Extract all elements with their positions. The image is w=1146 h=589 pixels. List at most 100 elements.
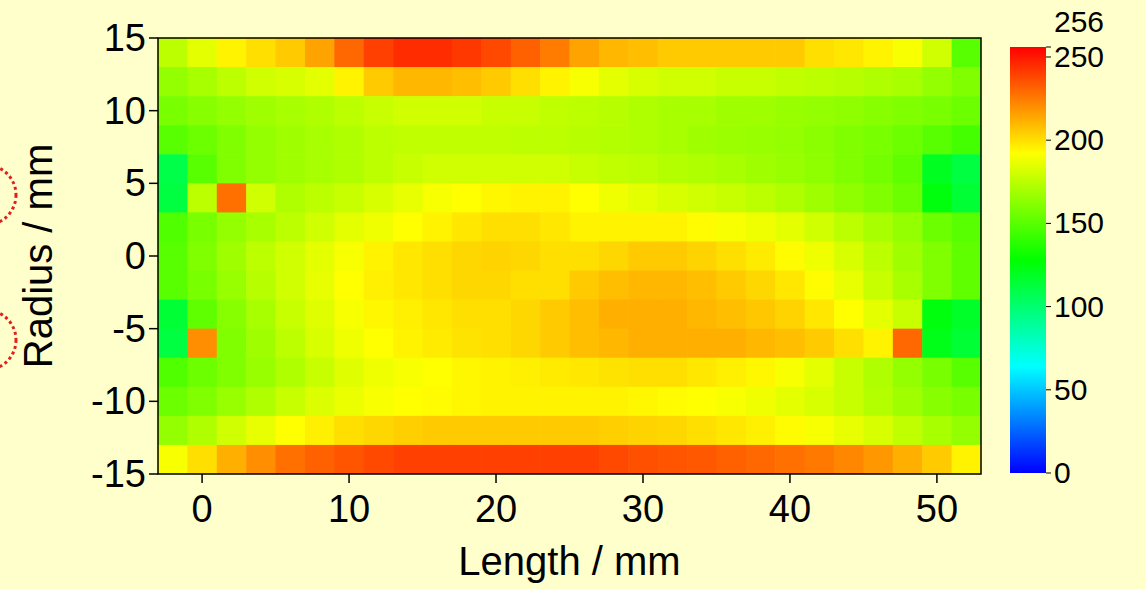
- cell: [364, 96, 394, 126]
- cell: [628, 300, 658, 330]
- cell: [187, 416, 217, 446]
- y-tick-label: 10: [104, 90, 146, 132]
- cell: [246, 67, 276, 97]
- cell: [511, 416, 541, 446]
- cell: [364, 271, 394, 301]
- cell: [628, 329, 658, 359]
- cell: [775, 416, 805, 446]
- x-tick-label: 10: [328, 488, 370, 530]
- cell: [952, 358, 981, 388]
- y-tick: [149, 255, 158, 257]
- cell: [334, 212, 364, 242]
- cell: [775, 271, 805, 301]
- cell: [276, 154, 306, 184]
- cell: [364, 212, 394, 242]
- cell: [658, 271, 688, 301]
- cell: [834, 300, 864, 330]
- cell: [540, 96, 570, 126]
- cell: [276, 329, 306, 359]
- cell: [893, 271, 923, 301]
- cell: [452, 67, 482, 97]
- cell: [716, 271, 746, 301]
- cell: [805, 67, 835, 97]
- colorbar-tick-label: 100: [1054, 290, 1104, 323]
- y-tick-label: -10: [91, 380, 146, 422]
- cell: [628, 241, 658, 271]
- cell: [628, 416, 658, 446]
- cell: [246, 125, 276, 155]
- cell: [658, 183, 688, 213]
- cell: [687, 96, 717, 126]
- cell: [922, 212, 952, 242]
- cell: [922, 67, 952, 97]
- cell: [187, 358, 217, 388]
- cell: [716, 125, 746, 155]
- cell: [511, 300, 541, 330]
- cell: [540, 38, 570, 68]
- y-tick-label: -15: [91, 453, 146, 495]
- cell: [305, 329, 335, 359]
- cell: [246, 183, 276, 213]
- cell: [334, 125, 364, 155]
- cell: [187, 67, 217, 97]
- cell: [246, 358, 276, 388]
- cell: [658, 241, 688, 271]
- cell: [863, 416, 893, 446]
- cell: [599, 387, 629, 417]
- cell: [687, 212, 717, 242]
- cell: [158, 300, 188, 330]
- cell: [423, 67, 453, 97]
- cell: [863, 183, 893, 213]
- cell: [276, 358, 306, 388]
- cell: [187, 183, 217, 213]
- cell: [217, 300, 247, 330]
- cell: [540, 387, 570, 417]
- cell: [452, 125, 482, 155]
- cell: [775, 329, 805, 359]
- cell: [599, 329, 629, 359]
- cell: [570, 300, 600, 330]
- cell: [893, 212, 923, 242]
- cell: [834, 67, 864, 97]
- cell: [423, 271, 453, 301]
- cell: [511, 445, 541, 474]
- cell: [834, 154, 864, 184]
- cell: [540, 241, 570, 271]
- cell: [599, 358, 629, 388]
- cell: [423, 183, 453, 213]
- cell: [334, 271, 364, 301]
- cell: [158, 125, 188, 155]
- cell: [481, 96, 511, 126]
- cell: [716, 445, 746, 474]
- cell: [217, 241, 247, 271]
- cell: [805, 38, 835, 68]
- cell: [716, 96, 746, 126]
- cell: [628, 183, 658, 213]
- cell: [922, 416, 952, 446]
- cell: [187, 300, 217, 330]
- cell: [658, 387, 688, 417]
- cell: [305, 183, 335, 213]
- cell: [481, 329, 511, 359]
- cell: [305, 445, 335, 474]
- cell: [863, 38, 893, 68]
- y-tick: [149, 473, 158, 475]
- cell: [805, 329, 835, 359]
- cell: [805, 154, 835, 184]
- cell: [540, 67, 570, 97]
- cell: [393, 241, 423, 271]
- cell: [217, 329, 247, 359]
- cell: [952, 96, 981, 126]
- cell: [687, 387, 717, 417]
- cell: [570, 67, 600, 97]
- cell: [687, 38, 717, 68]
- cell: [922, 154, 952, 184]
- cell: [952, 154, 981, 184]
- cell: [481, 445, 511, 474]
- cell: [276, 96, 306, 126]
- cell: [246, 271, 276, 301]
- cell: [746, 96, 776, 126]
- cell: [746, 358, 776, 388]
- cell: [893, 416, 923, 446]
- cell: [540, 271, 570, 301]
